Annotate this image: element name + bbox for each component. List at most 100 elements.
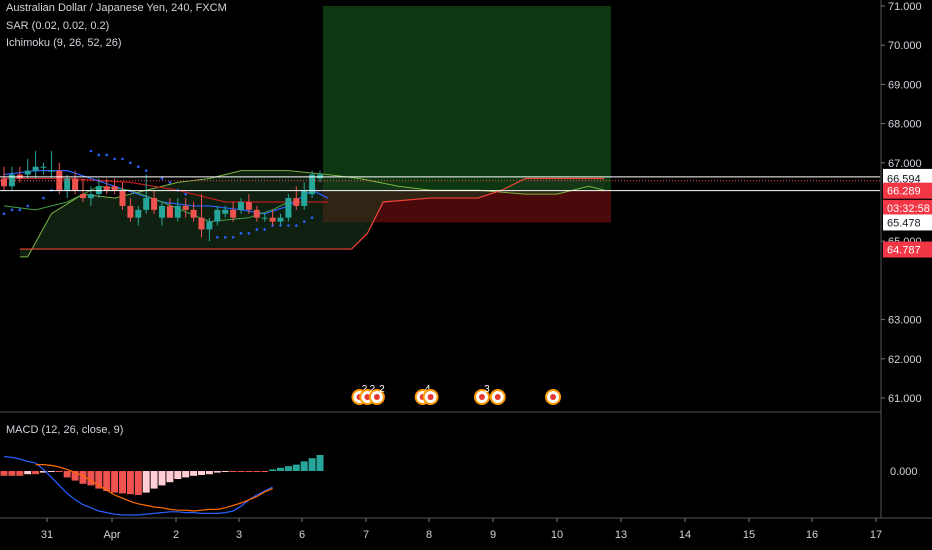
sar-dot-19	[216, 235, 219, 239]
macd-hist-1	[8, 471, 16, 476]
price-label-text-3: 03:32:58	[887, 203, 930, 215]
sar-legend[interactable]: SAR (0.02, 0.02, 0.2)	[6, 20, 110, 32]
macd-line	[3, 456, 273, 516]
price-label-text-5: 64.787	[887, 245, 921, 257]
candle-body-31	[245, 202, 252, 210]
sar-dot-12	[129, 161, 132, 165]
sar-dot-9	[105, 153, 108, 157]
macd-pane	[0, 411, 881, 516]
macd-hist-11	[87, 471, 95, 486]
price-label-box-5	[883, 241, 932, 258]
candle-body-24	[190, 209, 197, 218]
price-tick-label-1: 70.000	[888, 40, 922, 52]
macd-hist-28	[221, 471, 229, 472]
sar-dot-20	[223, 235, 227, 239]
sar-dot-3	[26, 204, 30, 208]
price-label-box-2	[883, 182, 932, 199]
sar-dot-18	[184, 192, 187, 196]
macd-hist-12	[95, 471, 103, 489]
event-dot-1	[364, 394, 371, 400]
macd-hist-0	[0, 471, 8, 476]
time-tick-label-13: 17	[870, 529, 882, 541]
macd-hist-29	[229, 471, 237, 472]
macd-hist-18	[142, 471, 150, 493]
macd-hist-16	[126, 471, 134, 495]
candle-body-32	[253, 209, 260, 218]
macd-hist-25	[198, 471, 205, 475]
macd-hist-17	[134, 471, 142, 495]
price-tick-label-0: 71.000	[888, 1, 922, 13]
candle-body-3	[24, 170, 31, 175]
macd-hist-8	[63, 471, 71, 478]
macd-hist-39	[308, 458, 316, 471]
candle-body-37	[293, 198, 300, 206]
candle-body-22	[174, 205, 181, 218]
time-tick-label-11: 15	[743, 529, 755, 541]
candle-body-33	[261, 217, 268, 219]
time-tick-label-6: 8	[426, 529, 432, 541]
candle-body-26	[206, 221, 213, 230]
event-count-2: 2	[379, 384, 385, 395]
macd-hist-7	[55, 471, 63, 472]
ichimoku-cloud	[19, 170, 605, 257]
lead-b-line	[19, 177, 605, 250]
macd-hist-9	[71, 471, 79, 481]
event-dot-2	[373, 394, 380, 400]
sar-dot-14	[144, 169, 148, 172]
time-tick-label-5: 7	[363, 529, 369, 541]
sar-dot-31	[310, 216, 314, 219]
candle-body-27	[214, 209, 221, 222]
candle-body-36	[285, 198, 292, 218]
sar-dot-4	[42, 196, 45, 200]
sar-dot-7	[89, 149, 93, 153]
candle-body-15	[119, 190, 126, 206]
sar-dot-21	[231, 235, 235, 239]
time-tick-label-2: 2	[173, 529, 179, 541]
macd-hist-2	[16, 471, 24, 476]
candle-body-29	[230, 209, 237, 218]
price-label-box-3	[883, 199, 932, 216]
time-tick-label-10: 14	[679, 529, 691, 541]
candle-body-4	[32, 166, 39, 171]
time-tick-label-1: Apr	[103, 529, 120, 541]
candle-body-20	[159, 205, 165, 218]
macd-hist-19	[150, 471, 158, 489]
time-tick-label-8: 10	[551, 529, 563, 541]
macd-hist-33	[261, 471, 269, 472]
symbol-legend[interactable]: Australian Dollar / Japanese Yen, 240, F…	[6, 2, 227, 14]
price-tick-label-3: 68.000	[888, 119, 922, 131]
macd-hist-6	[47, 471, 55, 472]
macd-hist-31	[245, 471, 253, 472]
time-tick-label-9: 13	[615, 529, 627, 541]
price-tick-label-6: 63.000	[888, 315, 922, 327]
macd-hist-3	[24, 471, 32, 475]
candle-body-17	[135, 209, 142, 218]
macd-hist-4	[32, 471, 40, 475]
sar-dot-10	[113, 157, 116, 161]
sar-dot-2	[18, 208, 22, 212]
event-count-1: 2	[370, 384, 376, 395]
macd-legend[interactable]: MACD (12, 26, close, 9)	[6, 424, 124, 436]
candle-body-0	[1, 178, 7, 187]
price-label-text-4: 65.478	[887, 217, 921, 229]
candle-body-11	[87, 194, 94, 199]
macd-hist-34	[269, 469, 277, 471]
candle-body-5	[40, 166, 47, 168]
ichimoku-legend[interactable]: Ichimoku (9, 26, 52, 26)	[6, 37, 122, 49]
sar-dot-29	[295, 224, 298, 227]
time-tick-label-4: 6	[299, 529, 305, 541]
candle-body-8	[64, 178, 71, 191]
macd-hist-21	[166, 471, 174, 483]
macd-hist-27	[213, 471, 221, 473]
candle-body-35	[277, 217, 284, 222]
candle-body-7	[56, 170, 63, 191]
candle-body-9	[72, 178, 79, 191]
price-tick-label-7: 62.000	[888, 354, 922, 366]
sar-dot-23	[247, 232, 251, 235]
event-count-5: 3	[484, 384, 490, 395]
sar-dot-16	[168, 181, 172, 184]
candle-body-10	[80, 194, 86, 199]
macd-hist-26	[205, 471, 213, 475]
